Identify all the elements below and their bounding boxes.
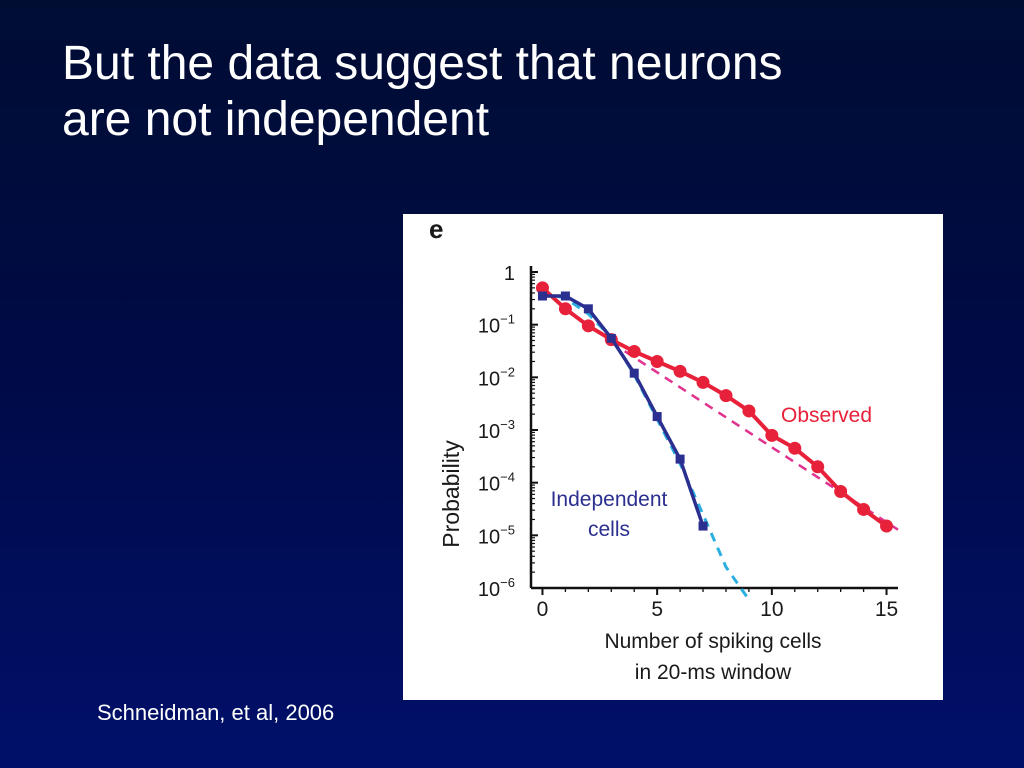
observed-point — [857, 502, 871, 516]
independent-fit-dashed-line — [542, 291, 751, 601]
chart-figure: e 1 10−1 10−2 10−3 10−4 10−5 10−6 0 5 10 15 Probab… — [403, 214, 943, 700]
observed-point — [719, 389, 733, 403]
independent-label-line-1: Independent — [551, 488, 668, 511]
ticks: 1 10−1 10−2 10−3 10−4 10−5 10−6 0 5 10 15 — [478, 263, 898, 621]
observed-series-line — [541, 286, 888, 528]
independent-point — [675, 454, 685, 464]
independent-point — [629, 368, 639, 378]
observed-point — [558, 302, 572, 316]
independent-point — [698, 521, 708, 531]
observed-point — [880, 519, 894, 533]
observed-point — [673, 364, 687, 378]
x-axis-label-line-2: in 20-ms window — [635, 661, 792, 684]
observed-point — [650, 354, 664, 368]
independent-point — [606, 333, 616, 343]
x-tick-label: 5 — [651, 598, 663, 621]
observed-point — [696, 375, 710, 389]
y-tick-label: 1 — [504, 263, 515, 285]
observed-point — [627, 344, 641, 358]
observed-point — [581, 319, 595, 333]
title-line-1: But the data suggest that neurons — [62, 37, 783, 90]
independent-point — [537, 291, 547, 301]
y-tick-label: 10−5 — [478, 522, 515, 548]
observed-point — [834, 484, 848, 498]
citation: Schneidman, et al, 2006 — [97, 700, 335, 725]
observed-point — [742, 404, 756, 418]
observed-point — [788, 441, 802, 455]
axes — [529, 266, 898, 590]
independent-point — [583, 304, 593, 314]
observed-point — [765, 428, 779, 442]
y-axis-label: Probability — [438, 440, 464, 548]
x-tick-label: 10 — [760, 598, 783, 621]
observed-label: Observed — [781, 404, 872, 427]
y-tick-label: 10−4 — [478, 470, 515, 496]
panel-label: e — [429, 214, 443, 244]
title-line-2: are not independent — [62, 93, 490, 146]
x-tick-label: 15 — [875, 598, 898, 621]
independent-point — [560, 291, 570, 301]
y-tick-label: 10−1 — [478, 312, 515, 338]
observed-point — [811, 460, 825, 474]
observed-point — [535, 281, 549, 295]
x-tick-label: 0 — [537, 598, 549, 621]
independent-label-line-2: cells — [588, 518, 630, 541]
independent-point — [652, 412, 662, 422]
y-tick-label: 10−6 — [478, 575, 515, 601]
y-tick-label: 10−3 — [478, 417, 515, 443]
series-layer — [535, 281, 899, 601]
y-tick-label: 10−2 — [478, 364, 515, 390]
chart-svg: e 1 10−1 10−2 10−3 10−4 10−5 10−6 0 5 10 15 Probab… — [429, 214, 899, 684]
slide-title: But the data suggest that neurons are no… — [62, 36, 962, 148]
x-axis-label-line-1: Number of spiking cells — [604, 630, 821, 653]
